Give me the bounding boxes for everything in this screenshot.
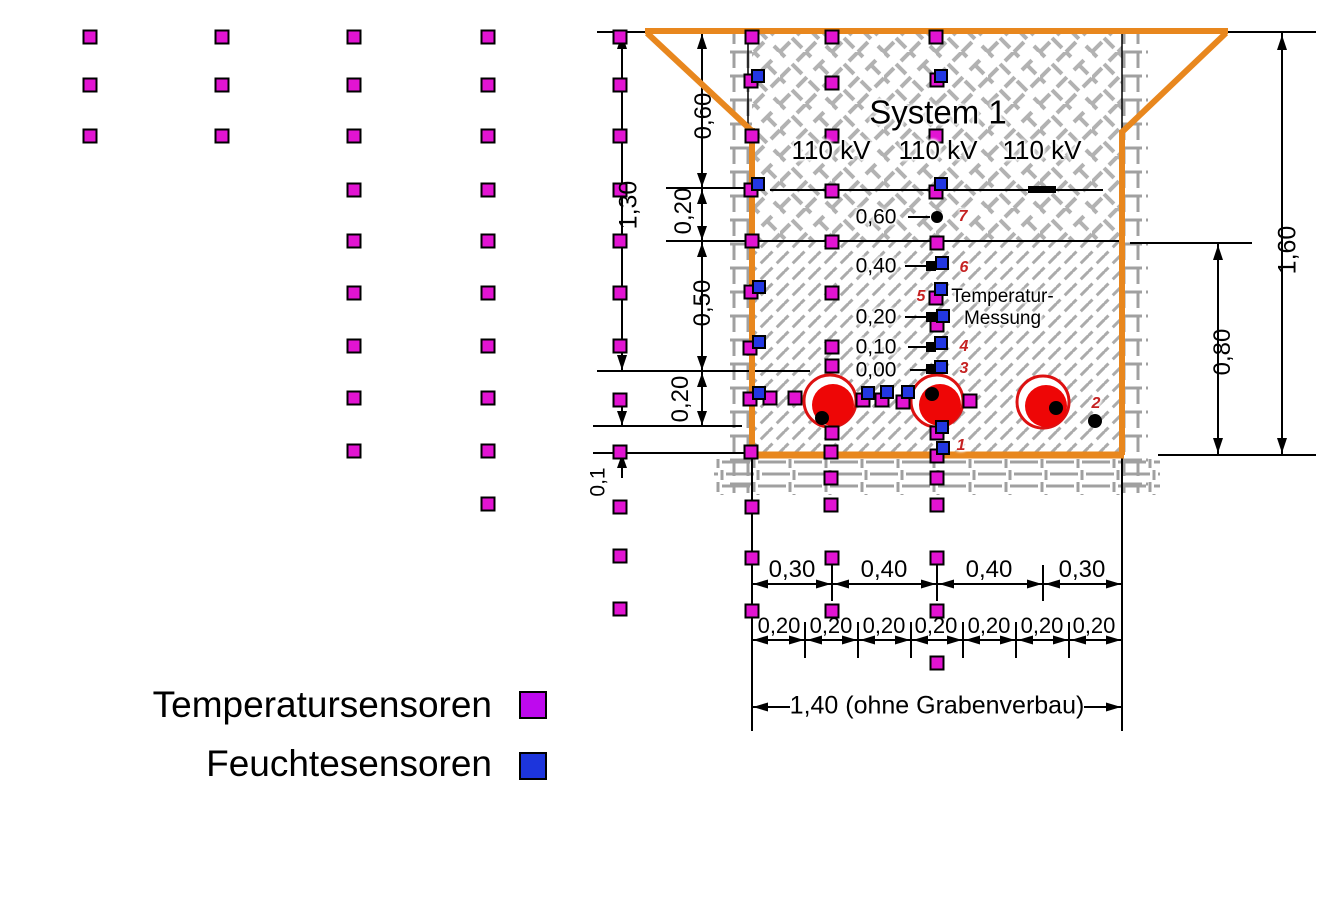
cable-110kv-1 <box>802 373 858 429</box>
cable-110kv-2 <box>909 373 965 429</box>
dimension-arrows <box>617 34 1287 712</box>
cable-marker-dash <box>1028 186 1056 193</box>
cable-110kv-3 <box>1015 374 1071 430</box>
